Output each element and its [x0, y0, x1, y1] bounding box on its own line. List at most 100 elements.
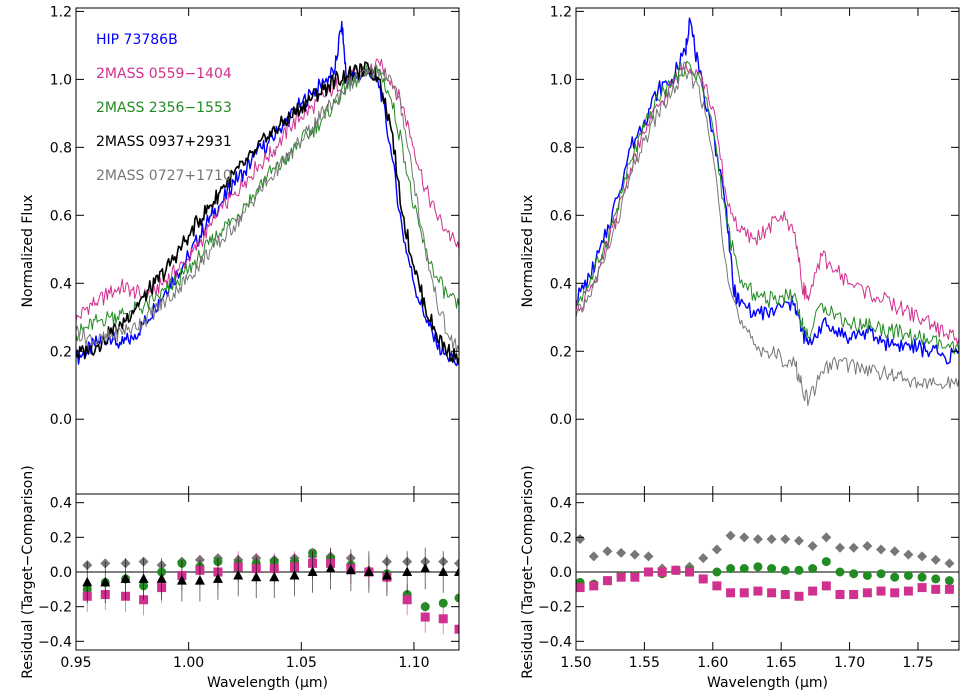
right-frame — [575, 7, 960, 495]
point-2mass-0727-1710 — [889, 546, 900, 557]
point-2mass-0727-1710 — [944, 558, 955, 569]
point-2mass-0727-1710 — [834, 542, 845, 553]
point-2mass-0727-1710 — [793, 535, 804, 546]
point-2mass-0559-1404 — [903, 586, 913, 596]
series-line-2mass-2356-1553 — [76, 62, 459, 342]
point-2mass-0559-1404 — [835, 590, 845, 600]
point-2mass-0727-1710 — [807, 541, 818, 551]
point-2mass-0937-2931 — [438, 566, 449, 576]
point-2mass-0727-1710 — [711, 544, 722, 555]
y-tick-label: 0.2 — [50, 530, 72, 546]
legend-entry: 2MASS 0937+2931 — [96, 134, 232, 150]
point-2mass-0727-1710 — [862, 541, 873, 551]
series-line-2mass-2356-1553 — [576, 60, 959, 355]
point-2mass-0559-1404 — [944, 584, 954, 594]
y-tick-label: −0.4 — [538, 634, 572, 650]
point-2mass-0559-1404 — [671, 565, 681, 575]
x-tick-label: 1.10 — [398, 655, 429, 671]
x-axis-title: Wavelength (μm) — [207, 675, 328, 691]
point-2mass-0937-2931 — [454, 566, 459, 576]
point-2mass-0727-1710 — [739, 532, 750, 543]
x-tick-label: 1.75 — [902, 655, 933, 671]
point-2mass-0937-2931 — [251, 571, 262, 582]
series-line-2mass-0559-1404 — [76, 58, 459, 321]
point-2mass-0727-1710 — [848, 542, 859, 553]
point-2mass-2356-1553 — [890, 572, 900, 582]
legend-entry: 2MASS 2356−1553 — [96, 100, 232, 116]
point-2mass-2356-1553 — [849, 569, 859, 579]
y-tick-label: 0.4 — [550, 276, 572, 292]
y-tick-label: 0.8 — [550, 140, 572, 156]
point-2mass-0937-2931 — [402, 566, 413, 576]
legend-entry: 2MASS 0727+1710 — [96, 168, 232, 184]
y-tick-label: 0.4 — [50, 496, 72, 512]
right-residual-data — [576, 530, 959, 601]
y-tick-label: 0.0 — [550, 412, 572, 428]
y-tick-label: 0.6 — [550, 208, 572, 224]
y-tick-label: 0.4 — [50, 276, 72, 292]
point-2mass-0937-2931 — [420, 563, 431, 573]
point-2mass-0727-1710 — [643, 551, 654, 562]
x-tick-label: 1.55 — [629, 655, 660, 671]
point-2mass-0937-2931 — [307, 566, 318, 576]
point-2mass-0727-1710 — [602, 546, 613, 557]
point-2mass-2356-1553 — [835, 567, 845, 577]
point-2mass-2356-1553 — [903, 570, 913, 580]
point-2mass-0559-1404 — [698, 574, 708, 584]
point-2mass-0559-1404 — [917, 583, 927, 593]
point-2mass-0727-1710 — [876, 544, 887, 555]
y-axis-title: Residual (Target−Comparison) — [20, 465, 36, 678]
x-tick-label: 1.00 — [173, 655, 204, 671]
point-2mass-0559-1404 — [576, 583, 585, 593]
point-2mass-0559-1404 — [630, 572, 640, 582]
right-data — [576, 17, 959, 407]
point-2mass-0559-1404 — [862, 588, 872, 598]
x-tick-label: 1.05 — [286, 655, 317, 671]
point-2mass-0559-1404 — [821, 581, 831, 591]
y-tick-label: 0.2 — [550, 344, 572, 360]
point-2mass-0727-1710 — [917, 551, 928, 562]
point-2mass-2356-1553 — [753, 562, 763, 572]
point-2mass-0937-2931 — [212, 573, 223, 583]
point-2mass-0559-1404 — [685, 567, 695, 577]
y-tick-label: 0.2 — [50, 344, 72, 360]
y-tick-label: 1.0 — [550, 72, 572, 88]
point-2mass-0937-2931 — [156, 573, 167, 583]
y-tick-label: 1.0 — [50, 72, 72, 88]
point-2mass-0559-1404 — [931, 584, 941, 594]
series-line-2mass-0937-2931 — [76, 61, 459, 365]
left-residual-panel: −0.4 −0.2 0.0 0.2 0.4 0.95 1.00 1.05 1.10 Residua… — [20, 465, 460, 691]
point-2mass-2356-1553 — [454, 593, 459, 603]
point-2mass-0559-1404 — [808, 586, 818, 596]
point-2mass-0937-2931 — [269, 571, 280, 582]
point-2mass-0727-1710 — [588, 551, 599, 562]
point-2mass-0559-1404 — [657, 567, 667, 577]
point-2mass-0937-2931 — [176, 575, 187, 585]
y-tick-label: 0.4 — [550, 496, 572, 512]
y-axis-title: Normalized Flux — [20, 195, 36, 308]
series-line-hip-73786b — [76, 20, 459, 367]
point-2mass-0559-1404 — [876, 586, 886, 596]
series-line-hip-73786b — [576, 17, 959, 365]
point-2mass-0559-1404 — [402, 595, 412, 605]
point-2mass-0559-1404 — [643, 567, 653, 577]
point-2mass-0727-1710 — [903, 549, 914, 560]
point-2mass-0559-1404 — [753, 586, 763, 596]
point-2mass-0559-1404 — [454, 624, 459, 634]
point-2mass-0727-1710 — [752, 534, 763, 545]
point-2mass-2356-1553 — [767, 564, 777, 574]
legend-entry: HIP 73786B — [96, 32, 178, 48]
point-2mass-0559-1404 — [794, 591, 804, 601]
y-tick-label: 0.0 — [50, 412, 72, 428]
x-axis-title: Wavelength (μm) — [707, 675, 828, 691]
series-line-2mass-0727-1710 — [576, 66, 959, 407]
legend-entry: 2MASS 0559−1404 — [96, 66, 232, 82]
y-tick-label: 0.0 — [550, 565, 572, 581]
point-2mass-0559-1404 — [767, 588, 777, 598]
point-2mass-0727-1710 — [698, 553, 709, 564]
point-2mass-2356-1553 — [726, 564, 736, 574]
point-2mass-2356-1553 — [931, 574, 941, 584]
point-2mass-2356-1553 — [808, 564, 818, 574]
point-2mass-0937-2931 — [363, 566, 374, 576]
point-2mass-0559-1404 — [712, 581, 722, 591]
